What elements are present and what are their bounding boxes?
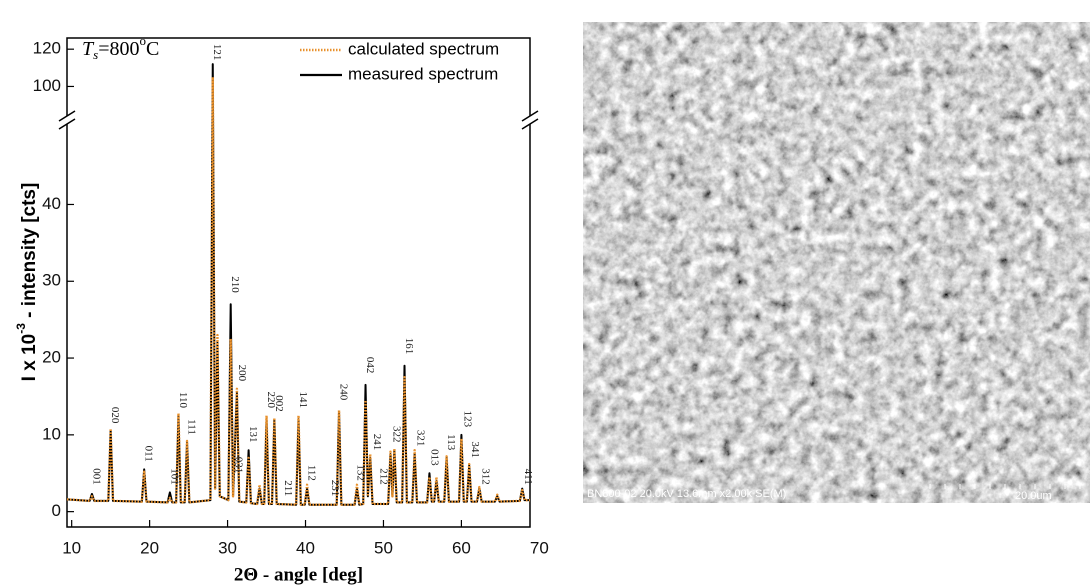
peak-label: 013 [429,449,441,466]
peak-label: 123 [461,411,473,428]
x-tick-label: 20 [140,538,159,557]
peak-label: 101 [168,468,180,485]
peak-label: 031 [232,457,244,474]
x-tick-label: 30 [218,538,237,557]
x-tick-label: 70 [530,538,549,557]
sem-scale-bar [929,484,1081,489]
peak-label: 141 [297,391,309,408]
x-tick-label: 10 [62,538,81,557]
sample-unit: C [146,38,159,60]
sample-value: =800 [98,38,139,60]
peak-label: 200 [236,365,248,382]
y-tick-label: 120 [33,39,61,58]
peak-label: 220 [265,391,277,408]
y-label-sup: -3 [14,323,28,334]
y-tick-label: 100 [33,76,61,95]
peak-label: 042 [364,357,376,374]
peak-label: 132 [355,464,367,481]
peak-label: 240 [338,384,350,401]
sample-label: Ts=800oC [82,33,159,62]
y-label-main: I x 10 [19,334,40,382]
x-tick-label: 50 [374,538,393,557]
sem-texture [583,22,1090,503]
peak-label: 121 [211,44,223,61]
peak-label: 020 [109,407,121,424]
peak-label: 322 [391,426,403,443]
peak-label: 001 [90,468,102,485]
y-axis-label: I x 10-3 - intensity [cts] [14,183,40,382]
axis-break-mark [58,110,76,122]
peak-label: 210 [229,276,241,293]
peak-label: 002 [273,395,285,412]
axis-break-mark [521,110,539,122]
y-tick-label: 20 [42,348,61,367]
peak-label: 131 [247,426,259,443]
legend-label: calculated spectrum [348,39,499,58]
peak-label: 231 [329,480,341,497]
sem-image: BN800-02 20.0kV 13.6mm x2.00k SE(M) 20.0… [583,22,1090,503]
sample-subscript: s [93,47,98,62]
y-tick-label: 0 [52,501,61,520]
legend-label: measured spectrum [348,64,498,83]
axis-break-mark [521,118,539,130]
plot-frame [66,37,531,528]
x-tick-label: 40 [296,538,315,557]
peak-label: 312 [479,468,491,485]
x-tick-label: 60 [452,538,471,557]
sem-caption: BN800-02 20.0kV 13.6mm x2.00k SE(M) [587,488,786,500]
peak-label: 112 [306,465,318,481]
peak-label: 161 [403,338,415,355]
y-label-rest: - intensity [cts] [19,183,40,323]
axis-break-mark [58,118,76,130]
y-tick-label: 10 [42,424,61,443]
spectrum-line [66,75,530,506]
y-tick-label: 40 [42,194,61,213]
sample-superscript: o [139,33,146,48]
peak-label: 212 [377,468,389,485]
peak-label: 011 [143,446,155,462]
peak-label: 411 [522,469,534,485]
peak-label: 211 [282,480,294,496]
y-tick-label: 30 [42,271,61,290]
peak-label: 111 [186,419,198,435]
peak-label: 110 [177,392,189,409]
peak-label: 321 [415,430,427,447]
sem-scale-label: 20.0um [1015,490,1052,502]
axis-break-gap [63,116,71,124]
x-axis-label: 2Θ - angle [deg] [234,564,363,585]
peak-label: 113 [445,434,457,451]
sample-symbol: T [82,38,95,60]
axis-break-gap [526,116,534,124]
peak-label: 241 [371,434,383,451]
peak-label: 341 [469,441,481,458]
